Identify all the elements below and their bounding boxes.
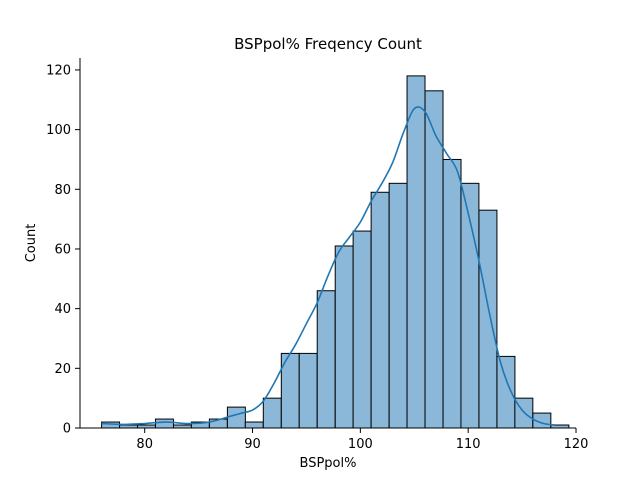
histogram-bar: [388, 182, 408, 429]
histogram-bar: [334, 245, 354, 429]
histogram-bar: [316, 290, 336, 429]
histogram-bar: [442, 158, 462, 429]
histogram-bar: [352, 230, 372, 429]
histogram-bar: [370, 191, 390, 429]
y-tick-label: 100: [46, 123, 71, 138]
x-tick-label: 90: [244, 437, 261, 452]
y-tick-label: 0: [63, 422, 71, 437]
x-tick-label: 80: [136, 437, 153, 452]
y-tick-label: 60: [54, 242, 71, 257]
y-axis-ticks: 0 20 40 60 80 100 120: [46, 63, 80, 437]
histogram-bar: [496, 355, 516, 429]
y-tick-label: 120: [46, 63, 71, 78]
histogram-bars: [101, 75, 570, 429]
kde-curve: [101, 106, 555, 426]
histogram-bar: [406, 75, 426, 429]
x-tick-label: 100: [348, 437, 373, 452]
x-axis-ticks: 80 90 100 110 120: [136, 428, 588, 452]
histogram-bar: [298, 352, 318, 429]
y-axis-title: Count: [24, 224, 39, 263]
histogram-bar: [226, 406, 246, 429]
histogram-bar: [244, 421, 264, 429]
histogram-bar: [262, 397, 282, 429]
chart-title: BSPpol% Freqency Count: [234, 35, 422, 53]
x-tick-label: 120: [564, 437, 589, 452]
histogram-bar: [154, 418, 174, 429]
histogram-bar: [478, 209, 498, 429]
y-tick-label: 40: [54, 302, 71, 317]
x-tick-label: 110: [456, 437, 481, 452]
histogram-bar: [424, 90, 444, 429]
y-tick-label: 80: [54, 183, 71, 198]
x-axis-title: BSPpol%: [300, 456, 357, 471]
y-tick-label: 20: [54, 362, 71, 377]
